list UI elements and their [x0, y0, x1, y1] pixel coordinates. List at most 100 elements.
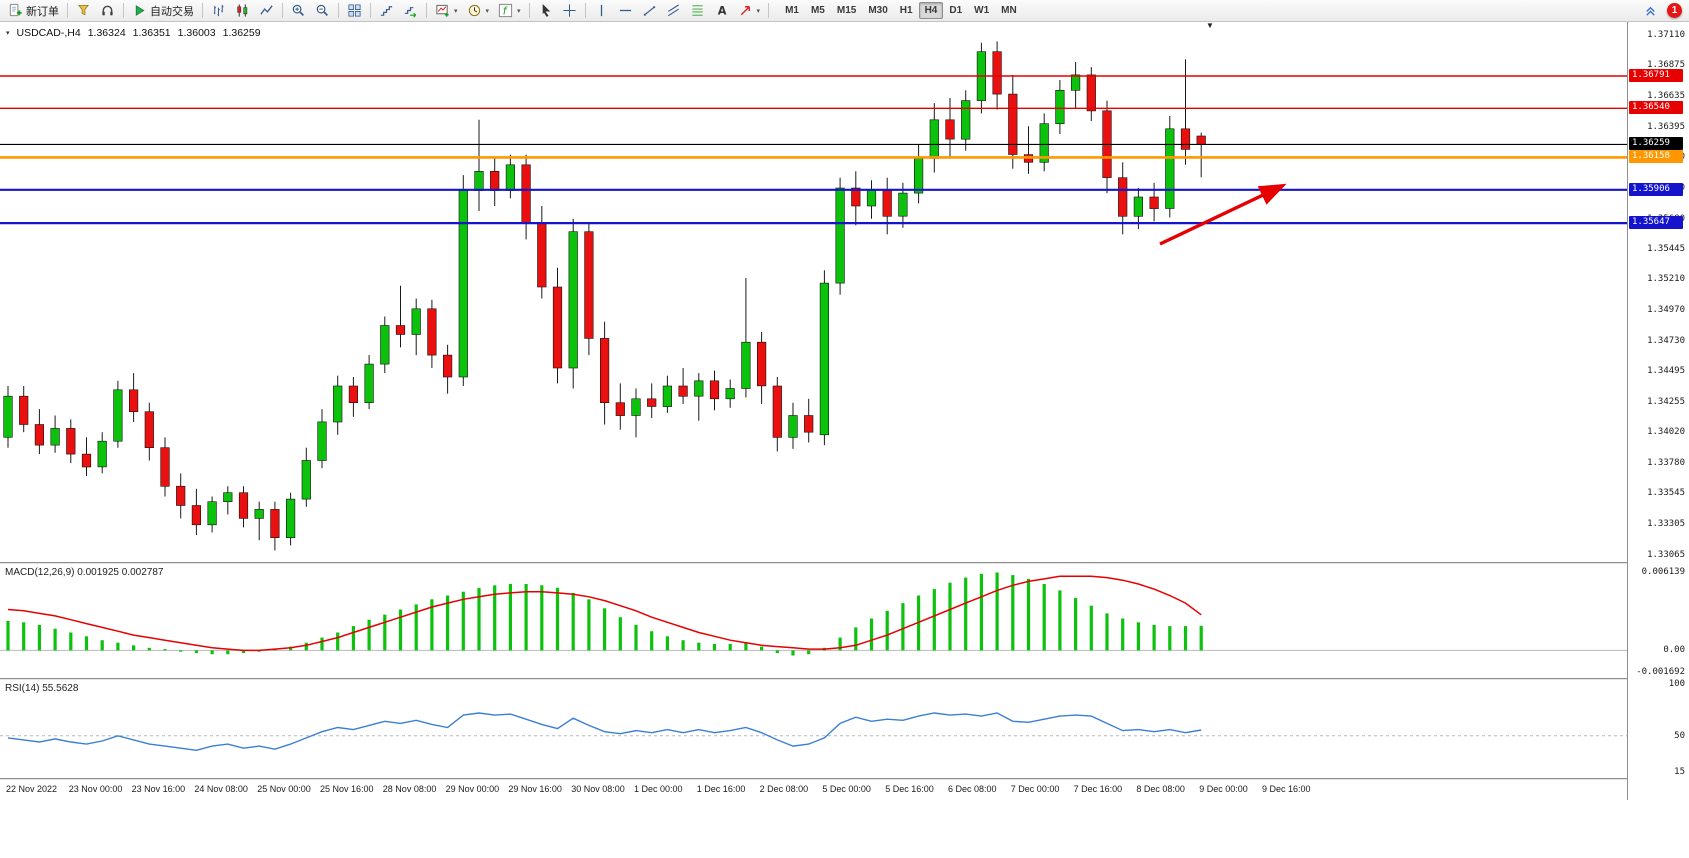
- time-label: 9 Dec 16:00: [1262, 784, 1311, 794]
- indicators-button[interactable]: f ▾: [494, 1, 525, 20]
- timeframe-MN[interactable]: MN: [995, 2, 1023, 19]
- timeframe-H1[interactable]: H1: [894, 2, 919, 19]
- zoom-in-button[interactable]: [287, 1, 310, 20]
- zoom-in-icon: [291, 3, 306, 18]
- line-chart-icon: [259, 3, 274, 18]
- candle: [694, 380, 704, 397]
- chart-menu-icon[interactable]: ▾: [6, 30, 10, 37]
- timeframe-H4[interactable]: H4: [918, 2, 944, 19]
- notification-badge[interactable]: 1: [1667, 3, 1682, 18]
- rsi-panel[interactable]: [0, 680, 1627, 778]
- zoom-out-button[interactable]: [311, 1, 334, 20]
- dropdown-caret-icon: ▾: [454, 7, 458, 15]
- toolbar-separator: [426, 3, 427, 18]
- crosshair-button[interactable]: [558, 1, 581, 20]
- channel-button[interactable]: [662, 1, 685, 20]
- macd-signal-line: [7, 575, 1202, 652]
- new-order-button[interactable]: 新订单: [4, 1, 63, 20]
- macd-histogram-bar: [791, 650, 795, 656]
- autotrading-button[interactable]: 自动交易: [128, 1, 198, 20]
- vertical-line-button[interactable]: [590, 1, 613, 20]
- macd-panel[interactable]: [0, 564, 1627, 678]
- timeframe-W1[interactable]: W1: [968, 2, 995, 19]
- toolbar-separator: [584, 3, 586, 18]
- arrows-button[interactable]: ▾: [734, 1, 765, 20]
- horizontal-line-button[interactable]: [614, 1, 637, 20]
- chart-shift-marker[interactable]: ▼: [1206, 21, 1214, 30]
- toolbar-separator: [282, 3, 283, 18]
- toolbar-overflow-button[interactable]: [1639, 1, 1662, 20]
- cursor-button[interactable]: [534, 1, 557, 20]
- time-axis[interactable]: 22 Nov 2022 23 Nov 00:00 23 Nov 16:00 24 No…: [0, 780, 1627, 802]
- macd-histogram-bar: [807, 650, 811, 655]
- timeframe-M15[interactable]: M15: [831, 2, 862, 19]
- timeframe-M1[interactable]: M1: [779, 2, 805, 19]
- candle: [207, 501, 217, 526]
- new-chart-button[interactable]: ▾: [431, 1, 462, 20]
- text-icon: A: [717, 5, 726, 18]
- zoom-out-icon: [315, 3, 330, 18]
- candle: [756, 341, 767, 387]
- macd-label: MACD(12,26,9) 0.001925 0.002787: [5, 567, 164, 578]
- candlestick-icon: [235, 3, 250, 18]
- macd-histogram-bar: [760, 646, 764, 651]
- timeframe-M5[interactable]: M5: [805, 2, 831, 19]
- filter-button[interactable]: [72, 1, 95, 20]
- candle: [568, 231, 578, 369]
- tile-windows-button[interactable]: [343, 1, 366, 20]
- chart-shift-button[interactable]: [375, 1, 398, 20]
- macd-histogram-bar: [838, 637, 842, 651]
- candle: [97, 440, 107, 468]
- candle: [333, 385, 343, 423]
- candle: [1008, 93, 1018, 155]
- macd-histogram-bar: [493, 585, 497, 651]
- macd-histogram-bar: [1011, 575, 1015, 651]
- candle: [395, 325, 406, 335]
- time-label: 25 Nov 00:00: [257, 784, 311, 794]
- candle: [961, 100, 971, 140]
- candle: [741, 341, 751, 389]
- timeframe-M30[interactable]: M30: [862, 2, 893, 19]
- auto-scroll-button[interactable]: [399, 1, 422, 20]
- text-button[interactable]: A: [710, 1, 733, 20]
- main-price-chart[interactable]: [0, 22, 1627, 562]
- price-tick: 1.36395: [1647, 121, 1685, 132]
- macd-histogram-bar: [1199, 625, 1203, 651]
- dropdown-caret-icon: ▾: [756, 7, 761, 15]
- candle: [647, 398, 657, 407]
- macd-tick: 0.00: [1663, 645, 1685, 656]
- toolbar-separator: [67, 3, 68, 18]
- candle: [835, 187, 845, 284]
- trendline-button[interactable]: [638, 1, 661, 20]
- macd-histogram-bar: [854, 627, 858, 651]
- candlestick-chart-button[interactable]: [231, 1, 254, 20]
- macd-histogram-bar: [524, 584, 528, 651]
- trend-arrow[interactable]: [1159, 183, 1287, 246]
- headset-button[interactable]: [96, 1, 119, 20]
- macd-histogram-bar: [163, 649, 167, 651]
- line-chart-button[interactable]: [255, 1, 278, 20]
- high-value: 1.36351: [132, 27, 171, 39]
- bar-chart-button[interactable]: [207, 1, 230, 20]
- candle: [772, 385, 782, 438]
- candle: [584, 231, 594, 339]
- fibonacci-button[interactable]: [686, 1, 709, 20]
- panel-splitter[interactable]: [0, 678, 1689, 680]
- price-axis[interactable]: 1.371101.368751.366351.363951.361601.359…: [1627, 22, 1689, 800]
- macd-histogram-bar: [1089, 605, 1093, 651]
- toolbar-separator: [768, 3, 770, 18]
- time-label: 1 Dec 16:00: [696, 784, 746, 794]
- macd-histogram-bar: [1105, 613, 1109, 651]
- macd-histogram-bar: [304, 642, 308, 651]
- toolbar-right: 1: [1639, 1, 1685, 20]
- panel-splitter[interactable]: [0, 562, 1689, 564]
- funnel-icon: [76, 3, 91, 18]
- timeframe-D1[interactable]: D1: [943, 2, 968, 19]
- panel-splitter[interactable]: [0, 778, 1689, 780]
- clock-button[interactable]: ▾: [463, 1, 494, 20]
- rsi-tick: 100: [1668, 679, 1685, 690]
- horizontal-line-icon: [618, 3, 633, 18]
- candle: [1180, 128, 1191, 150]
- candle: [1039, 123, 1049, 163]
